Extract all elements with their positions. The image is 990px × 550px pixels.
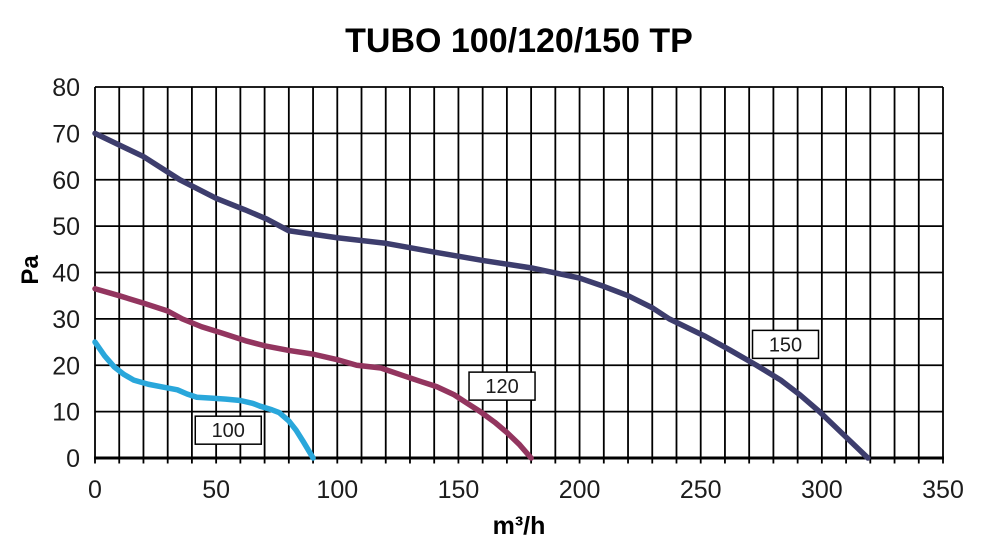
svg-text:120: 120 <box>485 376 518 398</box>
svg-text:20: 20 <box>52 352 80 380</box>
svg-text:150: 150 <box>769 334 802 356</box>
svg-text:350: 350 <box>922 476 964 504</box>
x-axis-label: m³/h <box>492 512 546 540</box>
svg-text:30: 30 <box>52 306 80 334</box>
svg-text:80: 80 <box>52 74 80 102</box>
svg-text:70: 70 <box>52 120 80 148</box>
svg-text:50: 50 <box>52 213 80 241</box>
svg-text:250: 250 <box>680 476 722 504</box>
svg-text:150: 150 <box>438 476 480 504</box>
svg-text:100: 100 <box>212 420 245 442</box>
svg-text:60: 60 <box>52 167 80 195</box>
svg-text:50: 50 <box>202 476 230 504</box>
page-title: TUBO 100/120/150 TP <box>345 22 693 60</box>
svg-text:100: 100 <box>316 476 358 504</box>
svg-text:300: 300 <box>801 476 843 504</box>
svg-text:10: 10 <box>52 399 80 427</box>
svg-text:200: 200 <box>559 476 601 504</box>
svg-text:40: 40 <box>52 260 80 288</box>
svg-text:0: 0 <box>66 445 80 473</box>
svg-text:0: 0 <box>88 476 102 504</box>
